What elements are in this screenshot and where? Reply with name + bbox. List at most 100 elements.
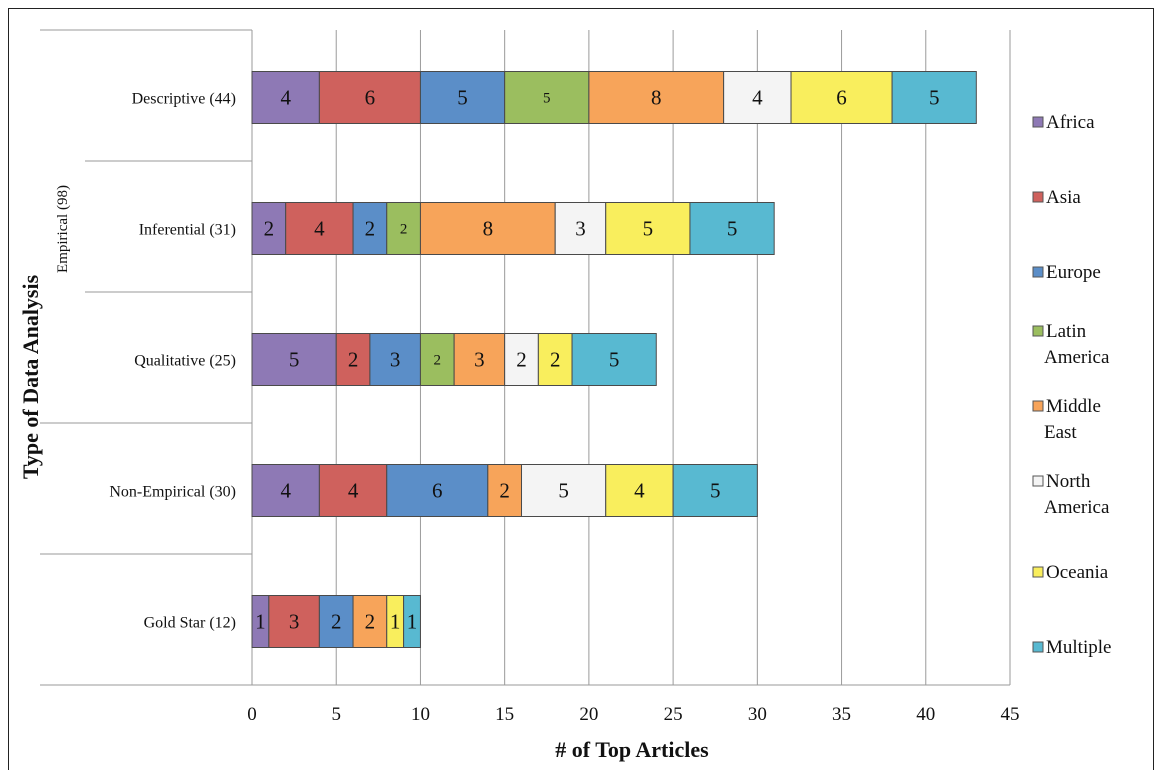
data-label-inferential-europe: 2 bbox=[365, 217, 376, 241]
bar-inferential-europe bbox=[352, 202, 388, 255]
x-tick-25: 25 bbox=[664, 704, 683, 725]
legend-item-latin-america: Latin America bbox=[1032, 321, 1110, 368]
data-label-non-empirical-africa: 4 bbox=[280, 479, 291, 503]
bar-descriptive-multiple bbox=[891, 71, 977, 124]
x-tick-40: 40 bbox=[916, 704, 935, 725]
legend-label-north-america: North America bbox=[1044, 471, 1110, 518]
bars: 4 6 5 5 8 4 6 52 4 2 2 8 3 5 55 2 3 2 3 2 2 54 4 6 2 5 4 51 3 2 2 1 1 bbox=[251, 71, 977, 648]
legend-label-middle-east: Middle East bbox=[1044, 396, 1101, 443]
legend-item-asia: Asia bbox=[1032, 187, 1081, 208]
category-label-qualitative: Qualitative (25) bbox=[134, 353, 236, 370]
legend-item-middle-east: Middle East bbox=[1032, 396, 1101, 443]
bar-gold-star-middle-east bbox=[352, 595, 388, 648]
data-label-inferential-latin-america: 2 bbox=[400, 222, 408, 238]
bar-inferential-asia bbox=[285, 202, 354, 255]
legend-swatch-oceania bbox=[1032, 566, 1044, 578]
data-label-non-empirical-north-america: 5 bbox=[558, 479, 569, 503]
data-label-qualitative-middle-east: 3 bbox=[474, 348, 485, 372]
category-label-inferential: Inferential (31) bbox=[139, 222, 236, 239]
bar-non-empirical-africa bbox=[251, 464, 320, 517]
bar-gold-star-asia bbox=[268, 595, 320, 648]
bar-qualitative-europe bbox=[369, 333, 421, 386]
data-label-descriptive-latin-america: 5 bbox=[543, 91, 551, 107]
category-label-gold-star: Gold Star (12) bbox=[144, 615, 236, 632]
data-label-gold-star-europe: 2 bbox=[331, 610, 342, 634]
data-label-descriptive-oceania: 6 bbox=[836, 86, 847, 110]
legend-item-multiple: Multiple bbox=[1032, 637, 1111, 658]
data-label-descriptive-multiple: 5 bbox=[929, 86, 940, 110]
bar-inferential-africa bbox=[251, 202, 287, 255]
data-label-qualitative-latin-america: 2 bbox=[434, 353, 442, 369]
data-label-non-empirical-asia: 4 bbox=[348, 479, 359, 503]
data-label-non-empirical-middle-east: 2 bbox=[499, 479, 510, 503]
legend-item-africa: Africa bbox=[1032, 112, 1095, 133]
legend-swatch-asia bbox=[1032, 191, 1044, 203]
bar-qualitative-asia bbox=[335, 333, 371, 386]
legend-swatch-latin-america bbox=[1032, 325, 1044, 337]
legend-item-oceania: Oceania bbox=[1032, 562, 1109, 583]
data-label-descriptive-north-america: 4 bbox=[752, 86, 763, 110]
bar-gold-star-europe bbox=[318, 595, 354, 648]
data-label-gold-star-oceania: 1 bbox=[390, 610, 401, 634]
legend: Africa Asia Europe Latin America Middle East No… bbox=[1032, 112, 1111, 658]
bar-non-empirical-asia bbox=[318, 464, 388, 517]
bar-gold-star-multiple bbox=[403, 595, 421, 648]
x-tick-5: 5 bbox=[331, 704, 341, 725]
legend-item-europe: Europe bbox=[1032, 262, 1101, 283]
data-label-descriptive-asia: 6 bbox=[365, 86, 376, 110]
data-label-qualitative-asia: 2 bbox=[348, 348, 359, 372]
legend-label-multiple: Multiple bbox=[1046, 637, 1111, 658]
bar-non-empirical-north-america bbox=[521, 464, 607, 517]
category-label-descriptive: Descriptive (44) bbox=[132, 91, 236, 108]
data-label-inferential-africa: 2 bbox=[264, 217, 275, 241]
bar-qualitative-north-america bbox=[504, 333, 539, 386]
legend-label-europe: Europe bbox=[1046, 262, 1101, 283]
x-axis-title: # of Top Articles bbox=[555, 737, 709, 762]
data-label-gold-star-asia: 3 bbox=[289, 610, 300, 634]
data-label-descriptive-middle-east: 8 bbox=[651, 86, 662, 110]
data-label-gold-star-africa: 1 bbox=[255, 610, 266, 634]
data-label-qualitative-oceania: 2 bbox=[550, 348, 561, 372]
data-label-gold-star-multiple: 1 bbox=[407, 610, 418, 634]
bar-inferential-multiple bbox=[689, 202, 775, 255]
bar-row-inferential: 2 4 2 2 8 3 5 5 bbox=[251, 202, 775, 255]
bar-descriptive-north-america bbox=[723, 71, 792, 124]
bar-row-non-empirical: 4 4 6 2 5 4 5 bbox=[251, 464, 758, 517]
x-tick-10: 10 bbox=[411, 704, 430, 725]
bar-non-empirical-europe bbox=[386, 464, 489, 517]
bar-qualitative-middle-east bbox=[453, 333, 506, 386]
legend-swatch-europe bbox=[1032, 266, 1044, 278]
legend-label-latin-america: Latin America bbox=[1044, 321, 1110, 368]
x-tick-15: 15 bbox=[495, 704, 514, 725]
legend-item-north-america: North America bbox=[1032, 471, 1110, 518]
data-label-qualitative-multiple: 5 bbox=[609, 348, 620, 372]
bar-qualitative-africa bbox=[251, 333, 337, 386]
legend-swatch-middle-east bbox=[1032, 400, 1044, 412]
legend-swatch-multiple bbox=[1032, 641, 1044, 653]
bar-descriptive-oceania bbox=[790, 71, 893, 124]
category-label-non-empirical: Non-Empirical (30) bbox=[109, 484, 236, 501]
x-tick-35: 35 bbox=[832, 704, 851, 725]
x-tick-45: 45 bbox=[1001, 704, 1020, 725]
data-label-inferential-asia: 4 bbox=[314, 217, 325, 241]
data-label-qualitative-africa: 5 bbox=[289, 348, 300, 372]
category-dividers bbox=[40, 29, 252, 555]
bar-descriptive-europe bbox=[419, 71, 506, 124]
x-tick-30: 30 bbox=[748, 704, 767, 725]
data-label-gold-star-middle-east: 2 bbox=[365, 610, 376, 634]
legend-label-oceania: Oceania bbox=[1046, 562, 1109, 583]
legend-swatch-north-america bbox=[1032, 475, 1044, 487]
data-label-qualitative-north-america: 2 bbox=[516, 348, 527, 372]
data-label-non-empirical-oceania: 4 bbox=[634, 479, 645, 503]
legend-label-asia: Asia bbox=[1046, 187, 1081, 208]
bar-inferential-oceania bbox=[605, 202, 691, 255]
legend-label-africa: Africa bbox=[1046, 112, 1095, 133]
data-label-qualitative-europe: 3 bbox=[390, 348, 401, 372]
x-tick-20: 20 bbox=[579, 704, 598, 725]
bar-non-empirical-multiple bbox=[672, 464, 758, 517]
y-axis-title: Type of Data Analysis bbox=[18, 274, 43, 479]
data-label-descriptive-europe: 5 bbox=[457, 86, 468, 110]
